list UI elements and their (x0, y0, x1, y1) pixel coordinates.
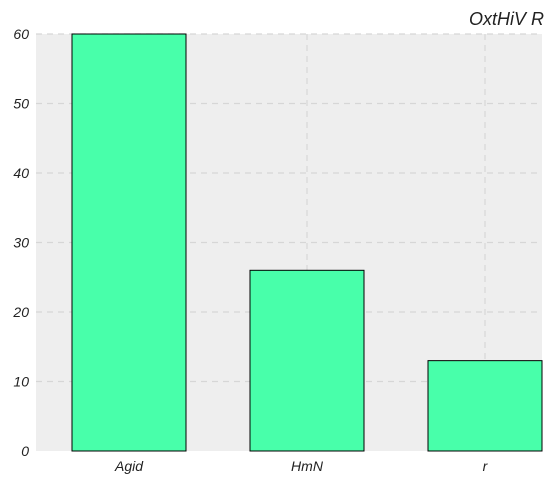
y-tick-label: 50 (13, 96, 29, 112)
chart-title: OxtHiV R (469, 9, 544, 29)
y-tick-label: 40 (13, 165, 29, 181)
y-tick-label: 30 (13, 235, 29, 251)
x-tick-label: Agid (114, 458, 144, 474)
y-tick-label: 20 (12, 304, 29, 320)
y-tick-label: 0 (21, 443, 29, 459)
x-tick-label: r (483, 458, 489, 474)
bar-hmn (249, 269, 365, 452)
x-tick-label: HmN (291, 458, 324, 474)
y-tick-label: 10 (13, 374, 29, 390)
bar-agid (71, 33, 187, 452)
bar-r (427, 360, 543, 452)
y-tick-label: 60 (13, 26, 29, 42)
bars (71, 33, 543, 452)
x-axis-ticks: Agid HmN r (114, 458, 489, 474)
y-axis-ticks: 0 10 20 30 40 50 60 (12, 26, 29, 459)
